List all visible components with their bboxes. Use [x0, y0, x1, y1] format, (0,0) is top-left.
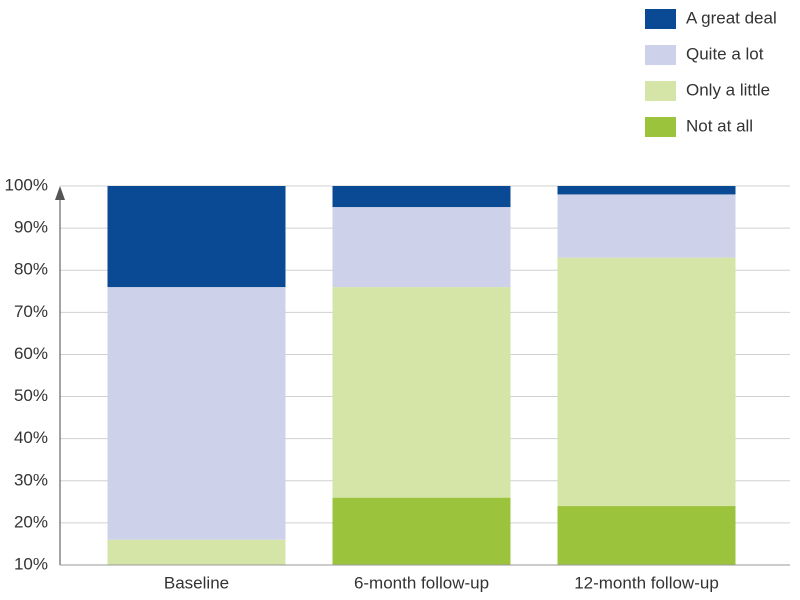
- x-tick-label: 12-month follow-up: [574, 573, 719, 592]
- bar-segment: [332, 186, 511, 208]
- bar-segment: [557, 257, 736, 507]
- legend-label: Quite a lot: [686, 44, 764, 63]
- y-tick-label: 90%: [14, 218, 48, 237]
- x-tick-label: Baseline: [164, 573, 229, 592]
- labels: 10% 20% 30% 40% 50% 60% 70% 80% 90% 100% Baseline 6…: [5, 175, 719, 592]
- bar-segment: [107, 287, 286, 540]
- bar-segment: [557, 194, 736, 258]
- legend-swatch: [645, 45, 676, 65]
- legend-swatch: [645, 117, 676, 137]
- legend-label: Only a little: [686, 80, 770, 99]
- y-tick-label: 70%: [14, 302, 48, 321]
- y-tick-label: 60%: [14, 344, 48, 363]
- bar-segment: [107, 186, 286, 288]
- legend-swatch: [645, 81, 676, 101]
- bar-segment: [332, 497, 511, 565]
- legend-label: A great deal: [686, 8, 777, 27]
- y-tick-label: 40%: [14, 428, 48, 447]
- bar-segment: [107, 539, 286, 565]
- y-tick-label: 80%: [14, 260, 48, 279]
- legend-swatch: [645, 9, 676, 29]
- bars: [107, 186, 736, 565]
- bar-segment: [557, 186, 736, 195]
- x-tick-label: 6-month follow-up: [354, 573, 489, 592]
- y-tick-label: 100%: [5, 175, 48, 194]
- bar-segment: [557, 506, 736, 565]
- legend-label: Not at all: [686, 116, 753, 135]
- y-axis-arrow: [55, 186, 65, 200]
- bar-segment: [332, 287, 511, 498]
- legend: A great deal Quite a lot Only a little Not …: [645, 8, 777, 137]
- bar-segment: [332, 207, 511, 288]
- y-tick-label: 50%: [14, 386, 48, 405]
- y-tick-label: 30%: [14, 470, 48, 489]
- y-tick-label: 10%: [14, 554, 48, 573]
- y-tick-label: 20%: [14, 512, 48, 531]
